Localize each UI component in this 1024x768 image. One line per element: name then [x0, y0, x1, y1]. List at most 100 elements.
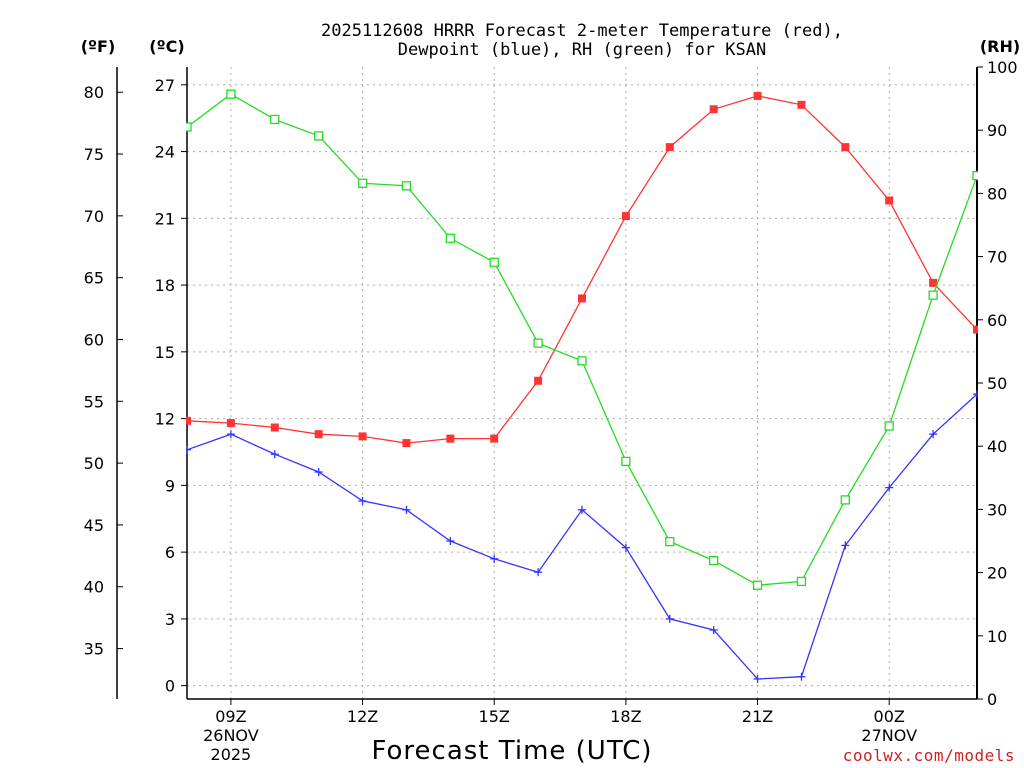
temperature-point — [973, 325, 978, 334]
x-tick-label: 21Z — [742, 707, 773, 726]
dewpoint-point — [665, 614, 674, 623]
temperature-point — [753, 91, 762, 100]
rh-point — [577, 356, 587, 366]
fahrenheit-tick-label: 45 — [84, 516, 104, 535]
dewpoint-point — [446, 537, 455, 545]
temperature-point — [446, 434, 455, 443]
rh-point — [972, 171, 978, 181]
temperature-point — [226, 419, 235, 428]
fahrenheit-tick-label: 75 — [84, 145, 104, 164]
temperature-point — [534, 376, 543, 385]
celsius-tick-label: 6 — [165, 543, 175, 562]
rh-point — [665, 536, 675, 547]
rh-tick-label: 40 — [987, 437, 1007, 456]
dewpoint-point — [578, 505, 586, 514]
rh-tick-label: 20 — [987, 564, 1007, 583]
rh-tick-label: 100 — [987, 58, 1018, 77]
rh-point — [796, 576, 807, 587]
dewpoint-point — [314, 468, 323, 477]
rh-point — [226, 89, 236, 99]
grid — [187, 67, 977, 699]
celsius-tick-label: 24 — [155, 143, 175, 162]
temperature-point — [929, 278, 938, 287]
x-tick-label: 12Z — [347, 707, 378, 726]
temperature-point — [665, 143, 674, 152]
x-axis-title: Forecast Time (UTC) — [371, 736, 652, 766]
dewpoint-point — [358, 496, 367, 505]
rh-tick-label: 50 — [987, 374, 1007, 393]
rh-point — [533, 338, 543, 348]
fahrenheit-tick-label: 50 — [84, 454, 104, 473]
x-tick-label: 18Z — [610, 707, 641, 726]
tick-labels: 0 3 6 9 12 15 18 21 24 27 35 40 45 50 55 60 65 70 75 80 0 10 2… — [84, 58, 1018, 764]
rh-point — [884, 421, 894, 431]
temperature-point — [621, 212, 630, 221]
celsius-tick-label: 9 — [165, 476, 175, 495]
temperature-line — [186, 95, 978, 444]
axes — [116, 66, 983, 705]
x-tick-label: 09Z — [215, 707, 246, 726]
rh-tick-label: 70 — [987, 248, 1007, 267]
dewpoint-point — [709, 626, 718, 635]
celsius-tick-label: 27 — [155, 76, 175, 95]
celsius-tick-label: 21 — [155, 209, 175, 228]
dewpoint-point — [534, 568, 543, 577]
celsius-unit-label: (ºC) — [149, 37, 184, 56]
dewpoint-point — [226, 430, 235, 439]
x-tick-label: 15Z — [479, 707, 510, 726]
series-group — [186, 89, 978, 683]
rh-point — [621, 456, 631, 467]
temperature-point — [402, 439, 411, 448]
x-tick-label: 00Z — [874, 707, 905, 726]
x-tick-date-label: 26NOV — [203, 726, 259, 745]
rh-point — [186, 122, 192, 132]
rh-tick-label: 30 — [987, 500, 1007, 519]
temperature-point — [186, 416, 191, 425]
fahrenheit-tick-label: 80 — [84, 83, 104, 102]
rh-point — [445, 233, 455, 243]
celsius-tick-label: 18 — [155, 276, 175, 295]
fahrenheit-unit-label: (ºF) — [81, 37, 116, 56]
chart-title-line2: Dewpoint (blue), RH (green) for KSAN — [398, 40, 766, 60]
rh-tick-label: 80 — [987, 184, 1007, 203]
dewpoint-point — [186, 445, 191, 454]
dewpoint-line — [186, 393, 978, 680]
dewpoint-point — [929, 430, 938, 439]
temperature-point — [797, 100, 806, 109]
celsius-tick-label: 15 — [155, 343, 175, 362]
temperature-point — [841, 143, 850, 152]
dewpoint-point — [621, 543, 630, 552]
rh-tick-label: 0 — [987, 690, 997, 709]
x-tick-date-label: 27NOV — [861, 726, 917, 745]
rh-tick-label: 10 — [987, 627, 1007, 646]
rh-tick-label: 90 — [987, 121, 1007, 140]
temperature-point — [885, 196, 894, 205]
chart-title-line1: 2025112608 HRRR Forecast 2-meter Tempera… — [321, 21, 843, 41]
fahrenheit-tick-label: 60 — [84, 330, 104, 349]
dewpoint-point — [490, 554, 499, 563]
rh-tick-label: 60 — [987, 311, 1007, 330]
x-tick-year-label: 2025 — [211, 745, 252, 764]
fahrenheit-tick-label: 70 — [84, 207, 104, 226]
rh-point — [840, 495, 850, 505]
dewpoint-point — [797, 672, 806, 681]
plot-area — [186, 89, 978, 683]
temperature-point — [270, 423, 279, 432]
rh-point — [314, 131, 324, 141]
temperature-point — [490, 434, 499, 443]
dewpoint-point — [270, 450, 279, 459]
temperature-point — [358, 432, 367, 441]
temperature-point — [709, 105, 718, 114]
rh-point — [709, 555, 719, 566]
dewpoint-point — [841, 541, 850, 550]
temperature-point — [578, 294, 586, 303]
fahrenheit-tick-label: 55 — [84, 392, 104, 411]
fahrenheit-tick-label: 65 — [84, 269, 104, 288]
celsius-tick-label: 3 — [165, 610, 175, 629]
dewpoint-point — [973, 390, 978, 399]
rh-point — [270, 114, 280, 125]
temperature-point — [314, 430, 323, 439]
dewpoint-point — [402, 505, 411, 514]
dewpoint-point — [885, 483, 894, 492]
